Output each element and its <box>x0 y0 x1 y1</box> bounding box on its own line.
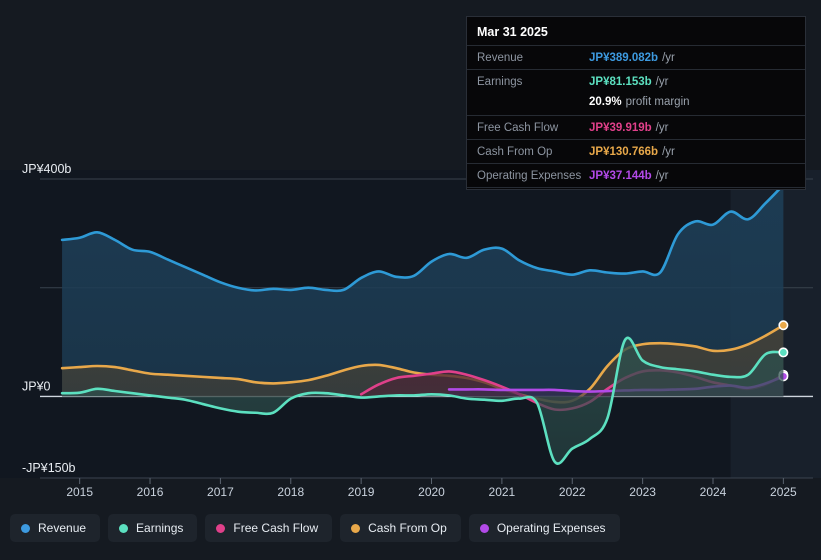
tooltip-metric-label: Free Cash Flow <box>477 121 559 134</box>
x-axis-tick-label: 2019 <box>348 485 375 499</box>
legend-item-label: Earnings <box>136 521 184 535</box>
tooltip-metric-value: JP¥81.153b/yr <box>589 75 669 88</box>
tooltip-profit-margin-label: profit margin <box>625 95 690 108</box>
legend-item-label: Cash From Op <box>368 521 447 535</box>
tooltip-metric-value: JP¥37.144b/yr <box>589 169 669 182</box>
tooltip-profit-margin-row: 20.9% profit margin <box>467 93 805 115</box>
tooltip-row: Free Cash Flow JP¥39.919b/yr <box>467 115 805 139</box>
x-axis-tick-label: 2025 <box>770 485 797 499</box>
tooltip-metric-value: JP¥389.082b/yr <box>589 51 675 64</box>
x-axis-tick-label: 2020 <box>418 485 445 499</box>
x-axis-tick-label: 2022 <box>559 485 586 499</box>
x-axis-tick-label: 2024 <box>700 485 727 499</box>
x-axis-tick-label: 2017 <box>207 485 234 499</box>
series-line <box>60 183 785 293</box>
tooltip-metric-value: JP¥39.919b/yr <box>589 121 669 134</box>
tooltip-metric-label: Operating Expenses <box>477 169 582 182</box>
legend-color-dot <box>21 523 30 533</box>
y-axis-tick-label: JP¥0 <box>22 379 51 393</box>
tooltip-profit-margin-value: 20.9% <box>589 95 622 108</box>
tooltip-metric-unit: /yr <box>655 75 669 88</box>
chart-legend[interactable]: Revenue Earnings Free Cash Flow Cash From O… <box>10 514 620 542</box>
legend-color-dot <box>119 523 129 533</box>
legend-item-label: Operating Expenses <box>496 521 606 535</box>
legend-color-dot <box>216 523 226 533</box>
tooltip-metric-unit: /yr <box>655 121 669 134</box>
tooltip-bottom-rule <box>467 187 805 189</box>
x-axis-tick-label: 2015 <box>66 485 93 499</box>
legend-color-dot <box>351 523 361 533</box>
legend-item-revenue[interactable]: Revenue <box>10 514 101 542</box>
series-endpoint-marker[interactable] <box>778 320 789 331</box>
tooltip-metric-label: Revenue <box>477 51 524 64</box>
tooltip-metric-label: Earnings <box>477 75 523 88</box>
series-area <box>62 337 784 464</box>
tooltip-row: Revenue JP¥389.082b/yr <box>467 45 805 69</box>
series-earnings[interactable] <box>60 336 789 465</box>
series-area <box>62 325 784 403</box>
y-axis-tick-label: JP¥400b <box>22 162 71 176</box>
legend-item-cash-from-op[interactable]: Cash From Op <box>340 514 461 542</box>
y-axis-tick-label: -JP¥150b <box>22 461 76 475</box>
legend-item-operating-expenses[interactable]: Operating Expenses <box>468 514 620 542</box>
tooltip-metric-unit: /yr <box>662 145 675 158</box>
tooltip-row: Operating Expenses JP¥37.144b/yr <box>467 163 805 187</box>
tooltip-date: Mar 31 2025 <box>477 25 548 39</box>
tooltip-metric-unit: /yr <box>655 169 669 182</box>
series-area <box>62 184 784 397</box>
series-line <box>60 336 785 465</box>
legend-color-dot <box>479 523 489 533</box>
x-axis-tick-label: 2023 <box>629 485 656 499</box>
tooltip-row: Cash From Op JP¥130.766b/yr <box>467 139 805 163</box>
tooltip-metric-value: JP¥130.766b/yr <box>589 145 675 158</box>
legend-item-label: Free Cash Flow <box>233 521 319 535</box>
x-axis-tick-label: 2021 <box>489 485 516 499</box>
chart-tooltip: Mar 31 2025 Revenue JP¥389.082b/yr Earning… <box>466 16 806 190</box>
tooltip-metric-unit: /yr <box>662 51 675 64</box>
legend-item-earnings[interactable]: Earnings <box>108 514 198 542</box>
series-endpoint-marker[interactable] <box>778 347 789 358</box>
legend-item-free-cash-flow[interactable]: Free Cash Flow <box>205 514 333 542</box>
tooltip-row: Earnings JP¥81.153b/yr <box>467 69 805 93</box>
tooltip-metric-label: Cash From Op <box>477 145 553 158</box>
x-axis-tick-label: 2016 <box>137 485 164 499</box>
legend-item-label: Revenue <box>38 521 87 535</box>
x-axis-tick-label: 2018 <box>277 485 304 499</box>
tooltip-rows: Revenue JP¥389.082b/yr Earnings JP¥81.153b /… <box>467 45 805 189</box>
